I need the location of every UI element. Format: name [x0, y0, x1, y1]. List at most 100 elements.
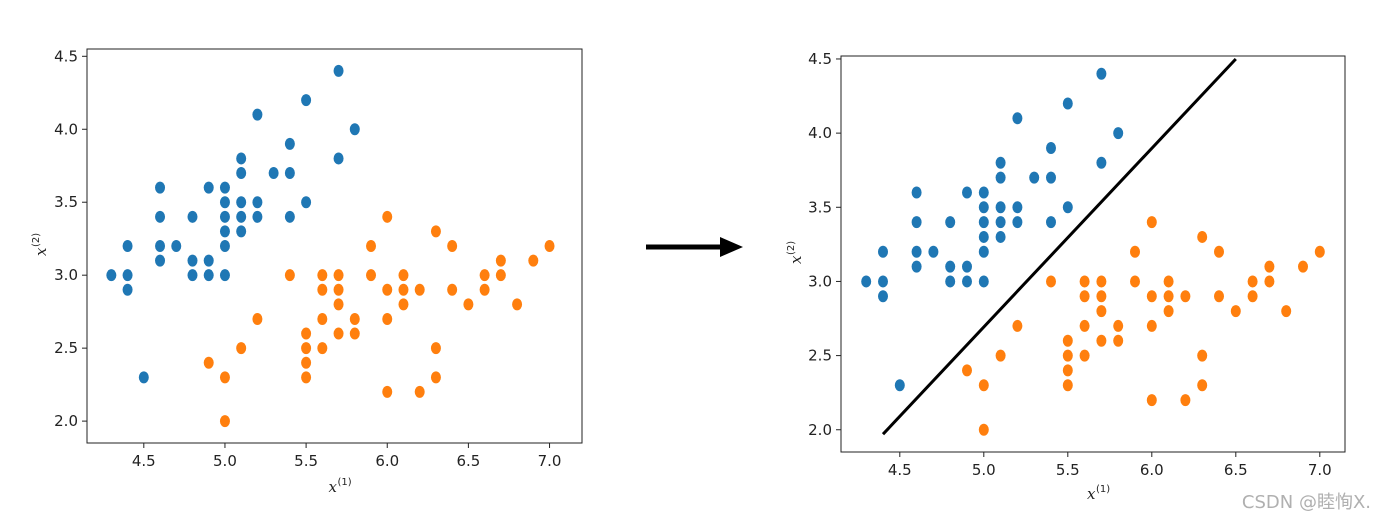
- y-tick-label: 4.5: [808, 50, 832, 68]
- data-point-setosa: [1062, 201, 1073, 214]
- y-axis-label-superscript: (2): [786, 241, 797, 255]
- data-point-setosa: [284, 167, 295, 180]
- x-tick-label: 5.5: [1056, 461, 1080, 479]
- data-point-versicolor: [414, 283, 425, 296]
- data-point-setosa: [155, 254, 166, 267]
- data-point-setosa: [1062, 97, 1073, 110]
- data-point-setosa: [928, 245, 939, 258]
- data-point-versicolor: [1130, 245, 1140, 258]
- x-tick-label: 7.0: [1308, 461, 1332, 479]
- data-point-versicolor: [1079, 349, 1090, 362]
- data-point-versicolor: [236, 342, 247, 355]
- data-point-versicolor: [317, 283, 328, 296]
- data-point-versicolor: [382, 210, 393, 223]
- data-point-setosa: [122, 240, 133, 252]
- data-point-versicolor: [1079, 290, 1090, 303]
- data-point-versicolor: [1146, 394, 1157, 407]
- data-point-versicolor: [1163, 290, 1174, 303]
- data-point-setosa: [1096, 156, 1107, 169]
- data-point-versicolor: [366, 269, 377, 282]
- data-point-versicolor: [398, 283, 409, 296]
- x-axis-label: x: [329, 478, 338, 496]
- data-point-setosa: [219, 196, 230, 209]
- x-tick-label: 6.0: [1140, 461, 1164, 479]
- data-point-setosa: [1029, 171, 1040, 184]
- data-point-versicolor: [317, 342, 328, 355]
- data-point-setosa: [171, 240, 182, 252]
- data-point-setosa: [284, 210, 295, 223]
- data-point-versicolor: [1197, 379, 1208, 392]
- y-tick-label: 2.5: [808, 347, 832, 365]
- data-point-versicolor: [1298, 260, 1308, 273]
- data-point-versicolor: [1230, 305, 1241, 318]
- chart-2: 4.5 5.0 5.5 6.0 6.5 7.02.02.53.03.54.04.5x (1)…: [786, 50, 1346, 503]
- data-point-setosa: [236, 167, 247, 180]
- data-point-versicolor: [1163, 305, 1174, 318]
- data-point-setosa: [911, 186, 922, 199]
- data-point-setosa: [333, 152, 344, 165]
- data-point-versicolor: [1012, 319, 1023, 332]
- y-axis-label-group: x(2): [31, 233, 50, 256]
- data-point-versicolor: [1096, 334, 1107, 347]
- x-tick-label: 4.5: [132, 452, 156, 470]
- data-point-versicolor: [1079, 319, 1090, 332]
- data-point-versicolor: [1096, 275, 1107, 288]
- y-tick-label: 3.0: [808, 272, 832, 290]
- data-point-versicolor: [301, 327, 312, 340]
- data-point-setosa: [349, 123, 360, 136]
- data-point-setosa: [878, 290, 888, 303]
- x-axis-label-superscript: (1): [338, 477, 352, 488]
- data-point-versicolor: [398, 269, 409, 282]
- data-point-setosa: [911, 216, 922, 229]
- data-point-setosa: [878, 245, 888, 258]
- y-tick-label: 3.5: [54, 193, 78, 211]
- data-point-setosa: [138, 371, 149, 384]
- data-point-setosa: [945, 216, 956, 229]
- data-point-versicolor: [1247, 275, 1258, 288]
- data-point-setosa: [219, 210, 230, 223]
- data-point-versicolor: [463, 298, 474, 311]
- data-point-versicolor: [317, 269, 328, 282]
- y-tick-label: 2.5: [54, 339, 78, 357]
- data-point-versicolor: [479, 283, 490, 296]
- data-point-versicolor: [317, 312, 328, 325]
- data-point-versicolor: [544, 240, 555, 252]
- y-axis-label-group: x(2): [786, 241, 805, 264]
- y-tick-label: 3.0: [54, 266, 78, 284]
- plot-frame: [86, 48, 583, 444]
- data-point-setosa: [1046, 141, 1056, 154]
- arrow-head: [720, 237, 743, 257]
- data-point-versicolor: [1264, 260, 1275, 273]
- data-point-versicolor: [479, 269, 490, 282]
- data-point-versicolor: [962, 364, 972, 377]
- data-point-versicolor: [430, 371, 441, 384]
- data-point-versicolor: [1096, 290, 1107, 303]
- data-point-setosa: [878, 275, 888, 288]
- data-point-setosa: [861, 275, 872, 288]
- data-point-versicolor: [219, 371, 230, 384]
- data-point-setosa: [268, 167, 279, 180]
- x-tick-label: 6.0: [375, 452, 399, 470]
- data-point-setosa: [1113, 127, 1124, 140]
- x-tick-label: 5.5: [294, 452, 318, 470]
- data-point-setosa: [301, 196, 312, 209]
- y-axis-label-superscript: (2): [31, 233, 42, 247]
- x-axis-label-superscript: (1): [1096, 484, 1110, 495]
- data-point-setosa: [978, 216, 989, 229]
- data-point-versicolor: [333, 269, 344, 282]
- data-point-versicolor: [284, 269, 295, 282]
- data-point-setosa: [995, 230, 1006, 243]
- decision-boundary-line: [881, 57, 1237, 436]
- data-point-versicolor: [366, 240, 377, 252]
- data-point-setosa: [978, 186, 989, 199]
- data-point-setosa: [1012, 216, 1023, 229]
- data-point-versicolor: [1079, 275, 1090, 288]
- watermark: CSDN @睦恂X.: [1241, 492, 1371, 513]
- x-tick-label: 6.5: [456, 452, 480, 470]
- data-point-versicolor: [495, 269, 506, 282]
- data-point-versicolor: [414, 385, 425, 398]
- data-point-versicolor: [1062, 379, 1073, 392]
- data-point-versicolor: [398, 298, 409, 311]
- data-point-setosa: [155, 240, 166, 252]
